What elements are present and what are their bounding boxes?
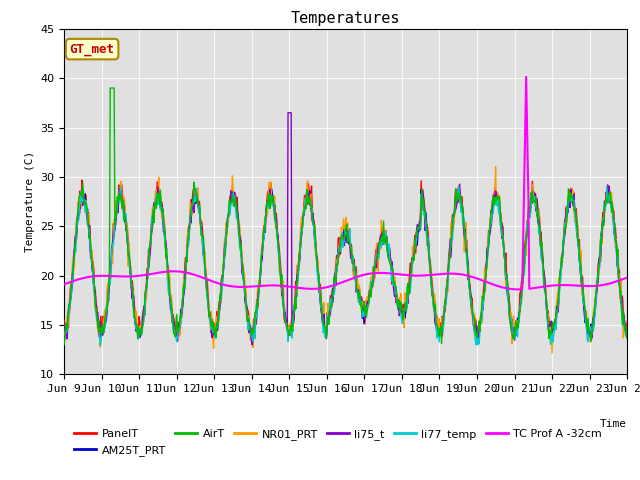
PanelT <box>187 197 195 203</box>
Line: AirT: AirT <box>64 88 627 345</box>
li77_temp <box>623 328 631 334</box>
Line: AM25T_PRT: AM25T_PRT <box>64 189 627 335</box>
Line: li77_temp: li77_temp <box>64 186 627 345</box>
NR01_PRT <box>431 291 438 297</box>
AM25T_PRT <box>70 257 78 263</box>
AM25T_PRT <box>60 332 68 338</box>
NR01_PRT <box>70 267 78 273</box>
AM25T_PRT <box>415 229 422 235</box>
NR01_PRT <box>414 225 422 231</box>
PanelT <box>60 317 68 323</box>
Line: li75_t: li75_t <box>64 113 627 345</box>
Text: GT_met: GT_met <box>70 43 115 56</box>
AirT <box>216 293 224 299</box>
Text: Time: Time <box>600 420 627 429</box>
TC Prof A -32cm <box>60 281 68 287</box>
AM25T_PRT <box>215 310 223 315</box>
li77_temp <box>217 295 225 300</box>
PanelT <box>95 332 103 338</box>
NR01_PRT <box>548 350 556 356</box>
PanelT <box>78 178 86 183</box>
Y-axis label: Temperature (C): Temperature (C) <box>24 151 35 252</box>
AirT <box>70 254 78 260</box>
Line: PanelT: PanelT <box>64 180 627 335</box>
PanelT <box>130 297 138 303</box>
AirT <box>623 336 631 341</box>
AirT <box>415 224 422 229</box>
li77_temp <box>416 226 424 232</box>
TC Prof A -32cm <box>623 275 631 280</box>
AirT <box>186 216 194 221</box>
AM25T_PRT <box>268 186 275 192</box>
TC Prof A -32cm <box>414 273 422 278</box>
PanelT <box>623 318 631 324</box>
TC Prof A -32cm <box>70 278 78 284</box>
li75_t <box>432 323 440 329</box>
PanelT <box>416 221 424 227</box>
li77_temp <box>96 342 104 348</box>
li77_temp <box>432 319 440 325</box>
AirT <box>431 301 439 307</box>
AirT <box>106 85 114 91</box>
AirT <box>129 296 137 301</box>
li75_t <box>70 248 78 254</box>
li75_t <box>128 296 136 301</box>
NR01_PRT <box>492 164 499 169</box>
TC Prof A -32cm <box>431 272 438 277</box>
NR01_PRT <box>215 319 223 324</box>
li75_t <box>416 217 424 223</box>
TC Prof A -32cm <box>128 274 136 279</box>
PanelT <box>70 251 78 256</box>
AM25T_PRT <box>128 294 136 300</box>
Title: Temperatures: Temperatures <box>291 11 401 26</box>
li75_t <box>248 342 256 348</box>
AM25T_PRT <box>186 229 193 235</box>
li75_t <box>215 309 223 315</box>
TC Prof A -32cm <box>215 281 223 287</box>
li75_t <box>186 223 193 228</box>
AirT <box>60 342 68 348</box>
TC Prof A -32cm <box>186 270 193 276</box>
li75_t <box>284 110 292 116</box>
li77_temp <box>130 311 138 317</box>
PanelT <box>432 312 440 317</box>
NR01_PRT <box>623 332 631 337</box>
PanelT <box>217 300 225 306</box>
AM25T_PRT <box>623 332 631 338</box>
li77_temp <box>116 183 124 189</box>
Line: NR01_PRT: NR01_PRT <box>64 167 627 353</box>
TC Prof A -32cm <box>522 74 530 80</box>
Legend: PanelT, AM25T_PRT, AirT, NR01_PRT, li75_t, li77_temp, TC Prof A -32cm: PanelT, AM25T_PRT, AirT, NR01_PRT, li75_… <box>70 425 607 460</box>
li75_t <box>60 321 68 326</box>
AM25T_PRT <box>431 320 439 325</box>
li77_temp <box>70 256 78 262</box>
NR01_PRT <box>128 285 136 291</box>
NR01_PRT <box>186 229 193 235</box>
li75_t <box>623 326 631 332</box>
TC Prof A -32cm <box>515 287 522 292</box>
li77_temp <box>60 330 68 336</box>
NR01_PRT <box>60 321 68 327</box>
Line: TC Prof A -32cm: TC Prof A -32cm <box>64 77 627 289</box>
li77_temp <box>187 213 195 219</box>
